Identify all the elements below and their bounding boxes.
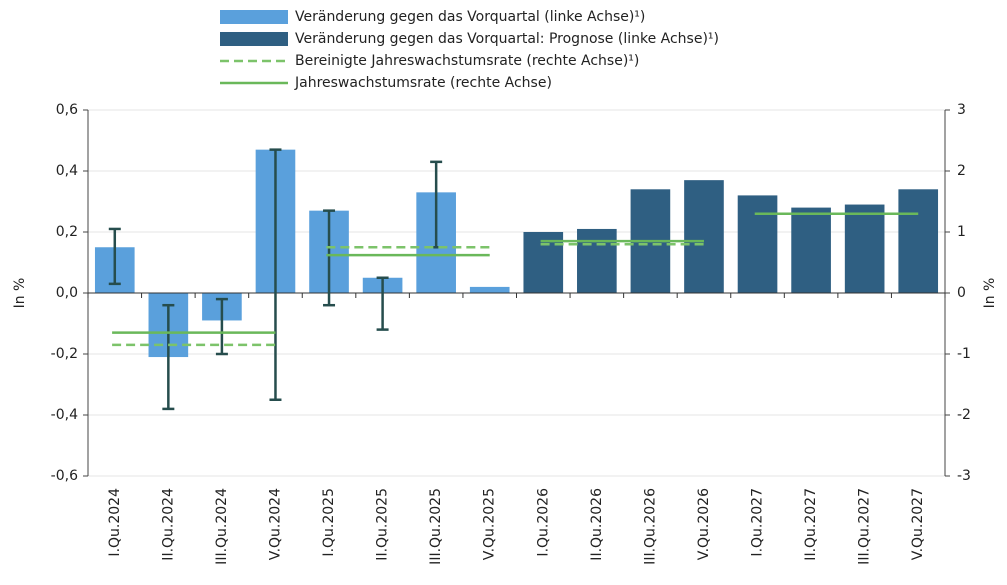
y-tick-label: 0,6: [56, 102, 78, 118]
error-bar: [376, 276, 389, 331]
x-tick-label: I.Qu.2026: [535, 488, 551, 557]
x-tick-label: V.Qu.2026: [696, 488, 712, 560]
x-tick-label: III.Qu.2026: [642, 488, 658, 565]
y-tick-label: -0,2: [51, 346, 78, 362]
y-tick-label: 0,2: [56, 224, 78, 240]
x-tick-label: II.Qu.2026: [589, 488, 605, 561]
legend-swatch: [220, 10, 288, 24]
x-tick-label: I.Qu.2024: [107, 488, 123, 557]
x-tick-label: I.Qu.2025: [321, 488, 337, 557]
x-tick-label: I.Qu.2027: [750, 488, 766, 557]
x-tick-label: V.Qu.2025: [482, 488, 498, 560]
x-tick-label: III.Qu.2027: [857, 488, 873, 565]
y2-tick-label: -3: [957, 468, 971, 484]
x-tick-label: II.Qu.2024: [160, 488, 176, 561]
bar: [898, 189, 939, 293]
error-bar: [269, 148, 282, 401]
error-bar: [215, 297, 228, 356]
bar: [737, 195, 778, 293]
x-tick-label: V.Qu.2024: [267, 488, 283, 560]
y2-tick-label: 3: [957, 102, 966, 118]
y2-tick-label: 2: [957, 163, 966, 179]
y-tick-label: -0,6: [51, 468, 78, 484]
error-bar: [323, 209, 336, 307]
bar: [577, 228, 617, 293]
error-bar: [162, 303, 175, 411]
bar: [844, 204, 885, 293]
y-axis-label: In %: [12, 278, 28, 309]
legend-swatch: [220, 32, 288, 46]
legend-label: Veränderung gegen das Vorquartal: Progno…: [295, 31, 719, 47]
legend-label: Bereinigte Jahreswachstumsrate (rechte A…: [295, 53, 639, 69]
bar: [791, 207, 831, 293]
y-tick-label: 0,0: [56, 285, 78, 301]
x-tick-label: V.Qu.2027: [910, 488, 926, 560]
y2-tick-label: -2: [957, 407, 971, 423]
y2-tick-label: 0: [957, 285, 966, 301]
x-tick-label: II.Qu.2027: [803, 488, 819, 561]
x-tick-label: III.Qu.2024: [214, 488, 230, 565]
bar: [684, 180, 724, 293]
y-tick-label: 0,4: [56, 163, 78, 179]
y2-axis-label: In %: [982, 278, 998, 309]
y2-tick-label: -1: [957, 346, 971, 362]
legend-label: Jahreswachstumsrate (rechte Achse): [294, 75, 552, 91]
bar: [469, 286, 510, 293]
y-tick-label: -0,4: [51, 407, 78, 423]
legend-label: Veränderung gegen das Vorquartal (linke …: [295, 9, 645, 25]
error-bar: [108, 227, 121, 286]
x-tick-label: III.Qu.2025: [428, 488, 444, 565]
y2-tick-label: 1: [957, 224, 966, 240]
x-tick-label: II.Qu.2025: [375, 488, 391, 561]
